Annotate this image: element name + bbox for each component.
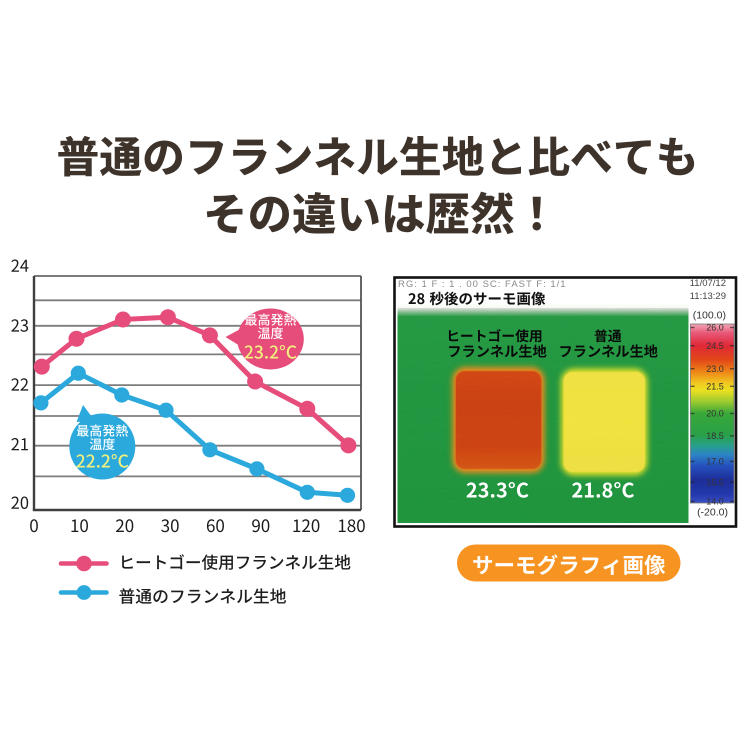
svg-text:(100.0): (100.0)	[693, 310, 726, 322]
svg-text:11:13:29: 11:13:29	[690, 291, 726, 302]
svg-text:23.0: 23.0	[706, 364, 724, 374]
svg-text:17.0: 17.0	[706, 457, 724, 467]
svg-text:18.5: 18.5	[706, 431, 724, 441]
svg-text:15.5: 15.5	[706, 477, 724, 487]
svg-text:11/07/12: 11/07/12	[690, 278, 726, 289]
svg-text:24.5: 24.5	[706, 341, 724, 351]
svg-text:26.0: 26.0	[706, 323, 724, 333]
svg-text:RG: 1 F : 1 . 00 SC: FAST: RG: 1 F : 1 . 00 SC: FAST F: 1/1	[398, 279, 567, 290]
svg-text:20.0: 20.0	[706, 409, 724, 419]
svg-text:(-20.0): (-20.0)	[697, 507, 728, 519]
svg-text:14.0: 14.0	[706, 497, 724, 507]
svg-text:21.5: 21.5	[706, 382, 724, 392]
